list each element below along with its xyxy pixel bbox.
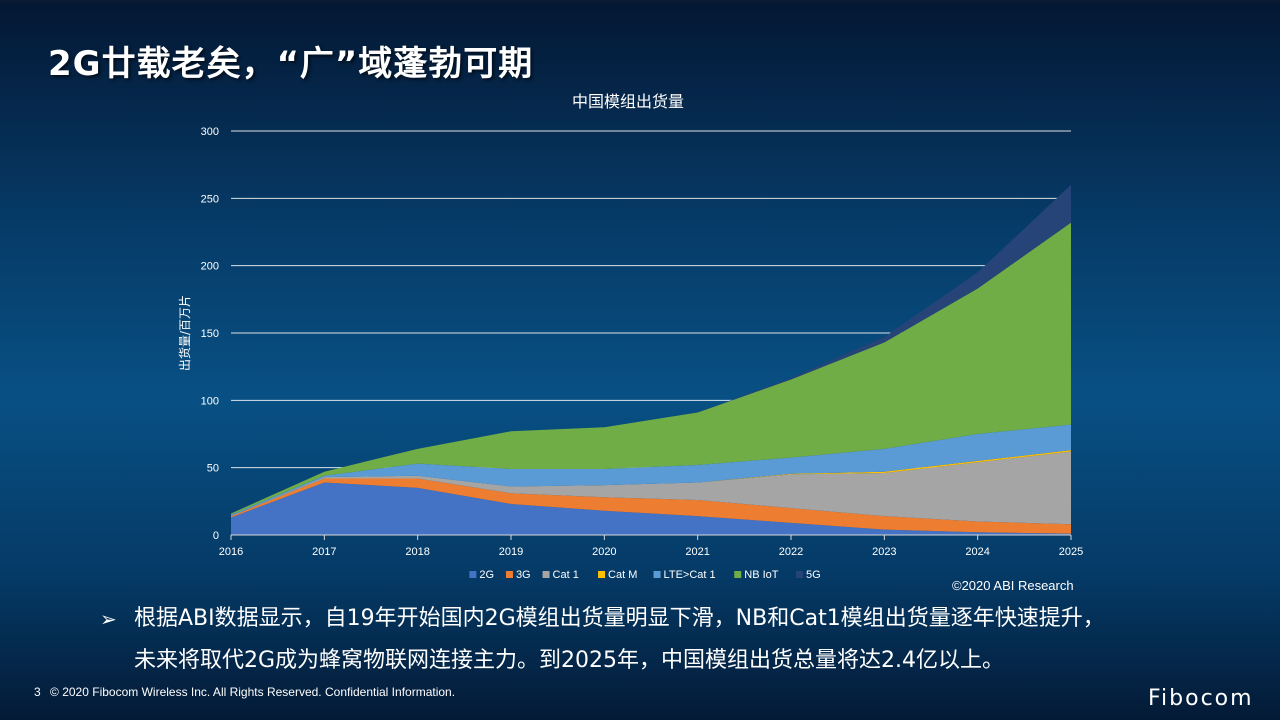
area-2g [231,482,1071,535]
page-number: 3 [34,685,41,699]
y-tick-label: 150 [201,328,219,340]
x-tick-label: 2022 [779,546,803,558]
legend: 2G 3G Cat 1 Cat M LTE>Cat 1 NB IoT 5G [469,569,821,581]
y-tick-label: 100 [201,395,219,407]
x-tick-label: 2016 [219,546,243,558]
x-tick-label: 2017 [312,546,336,558]
bullet-text: ➢ 根据ABI数据显示，自19年开始国内2G模组出货量明显下滑，NB和Cat1模… [100,598,1214,682]
slide-title: 2G廿载老矣，“广”域蓬勃可期 [48,44,534,84]
legend-label-5g: 5G [806,569,821,581]
chart-title: 中国模组出货量 [572,92,684,111]
area-lte-cat-1 [231,424,1071,517]
area-cat-1 [231,451,1071,525]
fibocom-logo-icon: Fibocom [1148,686,1254,711]
legend-swatch-3g [505,571,513,578]
y-tick-label: 250 [201,193,219,205]
source-note: ©2020 ABI Research [952,578,1074,593]
legend-label-3g: 3G [516,569,531,581]
area-3g [231,478,1071,534]
area-nb-iot [231,222,1071,515]
footer: 3 © 2020 Fibocom Wireless Inc. All Right… [34,685,455,699]
legend-swatch-cat-m [598,571,606,578]
footer-copyright: © 2020 Fibocom Wireless Inc. All Rights … [50,685,456,699]
x-tick-label: 2018 [405,546,429,558]
y-tick-label: 200 [201,261,219,273]
x-tick-label: 2021 [685,546,709,558]
x-tick-label: 2019 [499,546,523,558]
legend-label-nb-iot: NB IoT [744,569,779,581]
legend-label-lte-cat-1: LTE>Cat 1 [664,569,716,581]
legend-swatch-lte-cat-1 [653,571,661,578]
bullet-line-1: 根据ABI数据显示，自19年开始国内2G模组出货量明显下滑，NB和Cat1模组出… [134,606,1105,631]
y-tick-label: 50 [207,463,219,475]
y-tick-label: 300 [201,126,219,138]
legend-swatch-nb-iot [734,571,742,578]
area-series [231,184,1071,535]
x-tick-label: 2025 [1059,546,1083,558]
legend-label-cat-1: Cat 1 [553,569,579,581]
y-tick-label: 0 [213,530,219,542]
bullet-line-2: 未来将取代2G成为蜂窝物联网连接主力。到2025年，中国模组出货总量将达2.4亿… [134,648,1005,673]
x-tick-label: 2023 [872,546,896,558]
legend-swatch-5g [796,571,804,578]
legend-label-2g: 2G [479,569,494,581]
top-rule [0,0,1280,2]
y-axis-label: 出货量/百万片 [177,295,192,371]
legend-swatch-2g [469,571,477,578]
legend-swatch-cat-1 [542,571,550,578]
legend-label-cat-m: Cat M [608,569,637,581]
x-tick-label: 2024 [965,546,989,558]
axes: 0 50 100 150 200 250 300 2016 2017 2018 2019 2020 20… [201,126,1084,558]
area-chart: 0 50 100 150 200 250 300 2016 2017 2018 2019 2020 20… [177,92,1084,581]
arrow-bullet-icon: ➢ [100,607,117,631]
x-tick-label: 2020 [592,546,616,558]
